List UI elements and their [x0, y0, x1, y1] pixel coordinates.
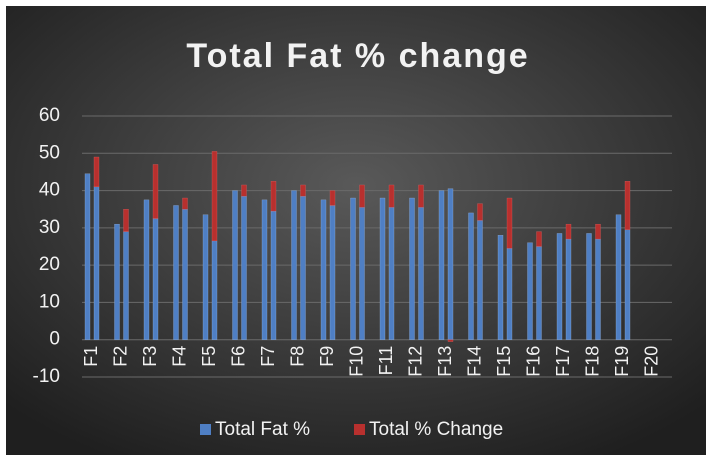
bar — [152, 164, 159, 219]
bar — [152, 218, 159, 340]
chart-title: Total Fat % change — [186, 37, 529, 75]
bar — [182, 209, 188, 340]
x-tick-label: F10 — [346, 346, 366, 377]
x-tick-label: F17 — [553, 346, 573, 377]
y-tick-label: 50 — [39, 142, 60, 163]
bar — [202, 214, 209, 340]
x-tick-label: F12 — [405, 346, 425, 377]
bar — [329, 190, 336, 206]
bar — [506, 197, 513, 249]
bar — [624, 181, 631, 230]
bar — [388, 207, 395, 340]
bar — [300, 196, 306, 340]
y-tick-label: 10 — [39, 291, 60, 312]
bar — [93, 156, 100, 187]
x-tick-label: F16 — [523, 346, 543, 377]
bar — [211, 151, 218, 242]
bar — [173, 205, 179, 340]
bar — [379, 197, 386, 340]
bar — [232, 190, 238, 340]
bar — [270, 181, 277, 212]
bar — [565, 238, 572, 340]
y-tick-label: 20 — [39, 254, 60, 275]
bar — [359, 184, 365, 208]
y-tick-label: -10 — [33, 366, 60, 387]
bar — [270, 210, 277, 340]
x-tick-label: F3 — [140, 346, 160, 367]
x-tick-label: F9 — [317, 346, 337, 367]
x-tick-label: F6 — [228, 346, 248, 367]
bar — [291, 190, 297, 340]
y-tick-label: 30 — [39, 217, 60, 238]
bar — [565, 223, 572, 240]
bar — [497, 235, 504, 340]
bar — [586, 233, 592, 340]
bar — [506, 248, 513, 340]
bar — [615, 214, 622, 340]
bar — [477, 203, 483, 221]
legend-swatch — [200, 424, 211, 435]
bar — [123, 231, 129, 340]
x-tick-label: F7 — [258, 346, 278, 367]
bar — [114, 223, 120, 340]
bar — [211, 240, 218, 340]
bar — [477, 220, 483, 340]
bar — [320, 199, 327, 340]
bar — [241, 184, 247, 197]
bar — [527, 242, 533, 340]
bar — [595, 238, 601, 340]
x-tick-label: F18 — [582, 346, 602, 377]
x-tick-label: F19 — [612, 346, 632, 377]
legend-label: Total % Change — [369, 419, 503, 440]
bar — [438, 190, 445, 340]
x-tick-label: F15 — [494, 346, 514, 377]
bar — [182, 197, 188, 210]
x-tick-label: F5 — [199, 346, 219, 367]
bar — [329, 205, 336, 340]
bar — [123, 209, 129, 232]
bar — [556, 233, 563, 340]
bar — [388, 184, 395, 208]
bar — [418, 207, 424, 340]
bar — [447, 339, 454, 342]
bar — [84, 173, 91, 340]
bar — [536, 246, 542, 340]
bar — [595, 223, 601, 240]
background — [6, 6, 706, 455]
bar — [350, 197, 356, 340]
bar — [624, 229, 631, 340]
x-tick-label: F1 — [81, 346, 101, 367]
legend-label: Total Fat % — [215, 419, 310, 440]
legend-swatch — [354, 424, 365, 435]
x-tick-label: F14 — [464, 346, 484, 377]
bar — [143, 199, 150, 340]
bar — [468, 212, 474, 340]
bar — [241, 196, 247, 340]
y-tick-label: 0 — [49, 329, 60, 350]
x-tick-label: F13 — [435, 346, 455, 377]
bar — [93, 186, 100, 340]
bar — [447, 188, 454, 340]
bar — [418, 184, 424, 208]
x-tick-label: F4 — [169, 346, 189, 367]
y-tick-label: 60 — [39, 105, 60, 126]
bar — [261, 199, 268, 340]
x-tick-label: F8 — [287, 346, 307, 367]
bar — [300, 184, 306, 197]
x-tick-label: F2 — [110, 346, 130, 367]
bar — [536, 231, 542, 247]
bar — [359, 207, 365, 340]
x-tick-label: F11 — [376, 346, 396, 376]
bar — [409, 197, 415, 340]
y-tick-label: 40 — [39, 180, 60, 201]
x-tick-label: F20 — [641, 346, 661, 377]
